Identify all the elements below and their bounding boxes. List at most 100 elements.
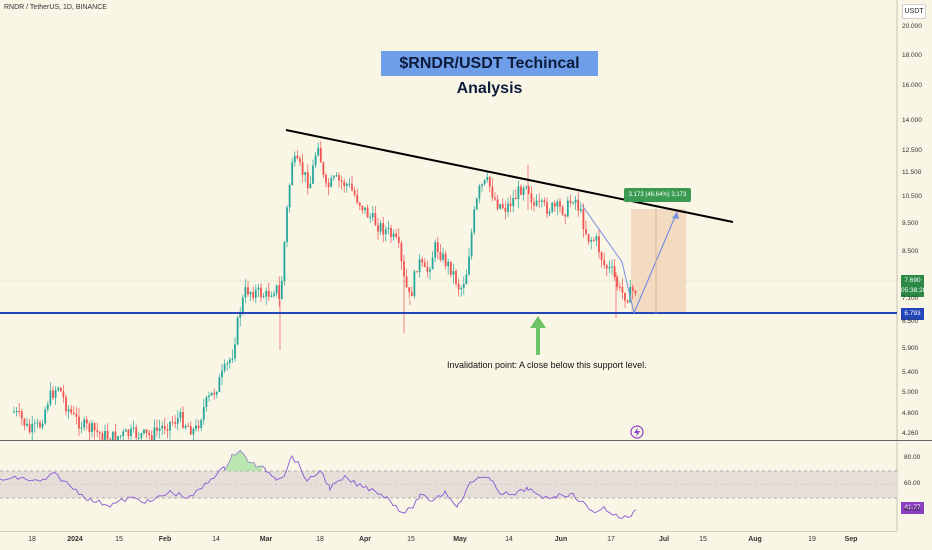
candle-body (496, 199, 499, 209)
candle-body (377, 225, 379, 232)
candle-body (195, 425, 197, 429)
candle-body (117, 436, 119, 440)
candle-body (491, 186, 494, 198)
candle-body (91, 423, 93, 433)
candle-body (262, 296, 265, 298)
candle-body (293, 155, 296, 163)
candle-body (260, 287, 262, 298)
candle-body (579, 208, 582, 211)
candle-body (257, 287, 260, 290)
candle-body (163, 425, 166, 430)
candle-body (275, 285, 278, 294)
candle-body (382, 223, 385, 235)
time-tick-label: 15 (115, 536, 123, 543)
candle-body (566, 200, 569, 217)
candle-body (325, 175, 327, 183)
candle-body (111, 431, 114, 440)
time-tick-label: 19 (808, 536, 816, 543)
candle-body (343, 181, 346, 186)
symbol-header: RNDR / TetherUS, 1D, BINANCE (4, 4, 107, 11)
candle-body (600, 252, 603, 261)
candle-body (522, 187, 525, 195)
candle-body (46, 404, 49, 410)
candle-body (288, 184, 291, 208)
candle-body (273, 293, 275, 296)
candle-body (137, 437, 140, 439)
candle-body (296, 155, 299, 159)
candle-body (408, 287, 411, 293)
price-tick-label: 14.000 (902, 117, 922, 124)
candle-body (65, 397, 67, 412)
candle-body (494, 197, 496, 200)
candle-body (616, 277, 619, 287)
candle-body (85, 419, 88, 424)
rsi-overbought-fill (225, 450, 262, 471)
candle-body (166, 429, 169, 431)
price-tick-label: 16.000 (902, 82, 922, 89)
candle-body (143, 429, 145, 434)
candle-body (182, 412, 184, 428)
candle-body (475, 198, 478, 210)
descending-trendline[interactable] (285, 129, 734, 223)
candle-body (520, 186, 522, 195)
candle-body (390, 227, 392, 238)
candle-body (150, 435, 153, 440)
candle-body (527, 186, 530, 194)
candle-body (200, 419, 203, 428)
candle-body (44, 409, 47, 424)
candle-body (153, 427, 156, 440)
candle-body (618, 286, 621, 288)
current-price-tag: 7.690 (901, 275, 924, 287)
candle-body (488, 176, 491, 187)
candle-body (319, 147, 322, 163)
candle-body (228, 359, 231, 364)
candle-body (572, 202, 574, 204)
candle-body (174, 422, 177, 424)
candle-body (231, 358, 234, 360)
currency-button[interactable]: USDT (902, 4, 926, 19)
candle-body (189, 426, 192, 435)
candle-body (267, 290, 270, 297)
candle-body (62, 391, 65, 398)
candle-body (397, 236, 400, 243)
candle-body (265, 290, 268, 297)
candle-body (140, 433, 143, 438)
candle-body (239, 312, 242, 318)
candle-body (530, 193, 533, 203)
price-tick-label: 11.500 (902, 169, 922, 176)
chart-title: $RNDR/USDT Techincal Analysis (381, 51, 598, 97)
candle-body (462, 284, 465, 288)
candle-body (286, 207, 288, 243)
candle-body (442, 253, 444, 260)
time-tick-label: Jul (658, 536, 670, 543)
candle-body (291, 162, 294, 185)
candle-body (468, 256, 470, 275)
candle-body (124, 429, 127, 432)
candle-body (70, 409, 73, 413)
lightning-icon[interactable] (630, 425, 644, 439)
candle-body (332, 176, 335, 179)
candle-body (299, 158, 301, 163)
time-tick-label: Aug (748, 536, 762, 543)
candle-body (613, 266, 616, 278)
candle-body (499, 204, 502, 209)
projection-path (633, 211, 678, 314)
candle-body (525, 186, 528, 188)
candle-body (57, 387, 60, 391)
candle-body (624, 292, 626, 301)
candle-body (553, 202, 556, 207)
price-tick-label: 4.260 (902, 430, 919, 437)
candle-body (221, 370, 223, 378)
candle-body (249, 292, 252, 295)
candle-body (608, 266, 611, 269)
candle-body (517, 186, 520, 200)
candle-body (452, 270, 455, 275)
candle-body (540, 200, 543, 202)
candle-body (20, 411, 23, 419)
candle-body (114, 431, 117, 440)
candle-body (101, 433, 104, 440)
price-tick-label: 5.400 (902, 369, 919, 376)
candle-body (215, 392, 218, 395)
candle-body (98, 431, 101, 434)
candle-body (507, 203, 509, 212)
